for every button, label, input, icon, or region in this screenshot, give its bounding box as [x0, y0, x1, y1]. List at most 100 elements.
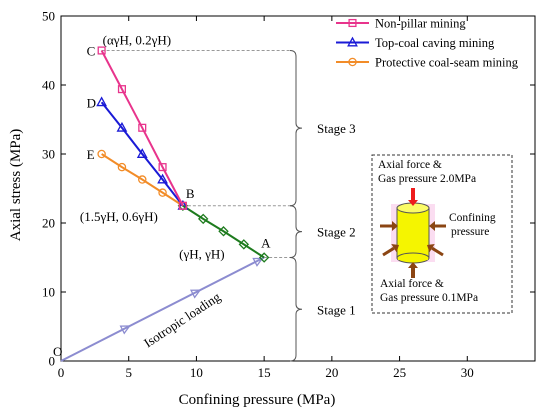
- point-label-D: D: [87, 95, 96, 110]
- series-1: [96, 96, 189, 210]
- plot-frame: [60, 15, 536, 362]
- confining-arrow-lower-right: [427, 243, 444, 257]
- data-point: [158, 188, 167, 197]
- isotropic-arrow: [252, 257, 264, 267]
- series-0: [97, 46, 187, 210]
- x-tick-label: 25: [393, 365, 406, 380]
- cylinder-body: [396, 207, 430, 259]
- x-axis-label: Confining pressure (MPa): [179, 392, 336, 408]
- arrow-head: [119, 325, 131, 335]
- arrow-head: [252, 257, 264, 267]
- data-point: [97, 46, 106, 55]
- data-point: [138, 175, 147, 184]
- y-tick-label: 20: [42, 216, 55, 231]
- x-tick-label: 0: [58, 365, 65, 380]
- axial-arrow-top: [408, 188, 418, 206]
- stage2-path: [182, 204, 265, 259]
- data-point: [157, 173, 168, 184]
- y-tick-label: 0: [49, 354, 56, 369]
- inset-right-text: pressure: [451, 226, 489, 238]
- isotropic-loading-line: [60, 256, 265, 362]
- legend: Non-pillar mining Top-coal caving mining P…: [336, 17, 519, 70]
- data-point: [97, 149, 106, 159]
- confining-arrow-right: [429, 221, 446, 231]
- point-label-B: B: [186, 186, 195, 201]
- confining-arrow-lower-left: [382, 243, 399, 257]
- y-tick-label: 50: [42, 9, 55, 24]
- y-tick-label: 10: [42, 285, 55, 300]
- data-point: [178, 201, 187, 210]
- isotropic-arrow: [119, 325, 131, 335]
- arrow-tip: [408, 262, 418, 268]
- inset-right-text: Confining: [449, 212, 496, 224]
- legend-marker: [347, 36, 358, 47]
- stage-brace-1: [289, 50, 303, 207]
- legend-label: Protective coal-seam mining: [375, 56, 519, 70]
- stage2-line: [177, 200, 270, 263]
- annotation-a: (γH, γH): [179, 247, 224, 262]
- x-tick-label: 15: [258, 365, 271, 380]
- legend-label: Non-pillar mining: [375, 17, 466, 31]
- data-point: [96, 96, 108, 107]
- stage-label: Stage 1: [317, 302, 356, 317]
- point-label-O: O: [53, 344, 62, 359]
- series-2: [97, 149, 188, 210]
- data-point: [117, 85, 126, 94]
- data-point: [116, 121, 128, 132]
- arrow-head: [189, 289, 202, 299]
- y-tick-label: 30: [42, 147, 55, 162]
- y-tick-label: 40: [42, 78, 55, 93]
- annotation-c: (αγH, 0.2γH): [103, 33, 172, 48]
- arrow-tip: [429, 221, 435, 231]
- annotation-b: (1.5γH, 0.6γH): [80, 209, 158, 224]
- inset-bottom-text: Axial force &: [380, 278, 444, 290]
- legend-marker: [348, 57, 357, 67]
- series-line: [101, 153, 184, 207]
- data-point: [158, 163, 167, 172]
- series-line: [100, 101, 184, 207]
- data-point: [117, 162, 127, 172]
- x-tick-label: 5: [125, 365, 132, 380]
- arrow-shaft: [431, 246, 444, 257]
- stage-brackets: Stage 3 Stage 2 Stage 1: [289, 50, 356, 362]
- legend-label: Top-coal caving mining: [375, 36, 495, 50]
- axes: 0 5 10 15 20 25 30 0 10 20 30 40 50: [42, 9, 536, 380]
- guide-lines: [101, 50, 290, 258]
- arrow-tip: [391, 243, 399, 253]
- x-tick-label: 20: [325, 365, 338, 380]
- point-label-C: C: [87, 44, 96, 59]
- arrow-tip: [408, 200, 418, 206]
- stage2-point: [238, 239, 250, 250]
- point-label-E: E: [87, 147, 95, 162]
- stage2-point: [197, 213, 209, 225]
- loading-inset: Axial force & Gas pressure 2.0MPa Axial fo…: [371, 154, 513, 314]
- x-tick-label: 10: [190, 365, 203, 380]
- stage-brace-2: [289, 205, 303, 258]
- cylinder-base-fill: [398, 257, 428, 260]
- series-line: [100, 50, 184, 207]
- x-tick-label: 30: [461, 365, 474, 380]
- stage-label: Stage 3: [317, 121, 356, 136]
- arrow-tip: [392, 221, 398, 231]
- inset-top-text: Axial force &: [378, 159, 442, 171]
- stage2-point: [258, 252, 270, 263]
- inset-bottom-text: Gas pressure 0.1MPa: [380, 292, 478, 304]
- arrow-tip: [427, 243, 435, 253]
- stage-label: Stage 2: [317, 225, 356, 240]
- point-label-A: A: [261, 236, 271, 251]
- legend-marker: [348, 18, 357, 28]
- isotropic-line: [60, 256, 265, 362]
- y-axis-label: Axial stress (MPa): [8, 129, 24, 242]
- series-layer: [60, 46, 270, 362]
- axial-arrow-bottom: [408, 262, 418, 278]
- stage-brace-3: [289, 257, 303, 362]
- inset-top-text: Gas pressure 2.0MPa: [378, 173, 476, 185]
- isotropic-arrow: [189, 289, 202, 299]
- annotation-isotropic: Isotropic loading: [141, 289, 223, 351]
- stage2-point: [218, 226, 229, 237]
- confining-arrow-left: [380, 221, 398, 231]
- inset-frame: [371, 154, 513, 314]
- data-point: [136, 148, 148, 158]
- arrow-shaft: [382, 246, 395, 257]
